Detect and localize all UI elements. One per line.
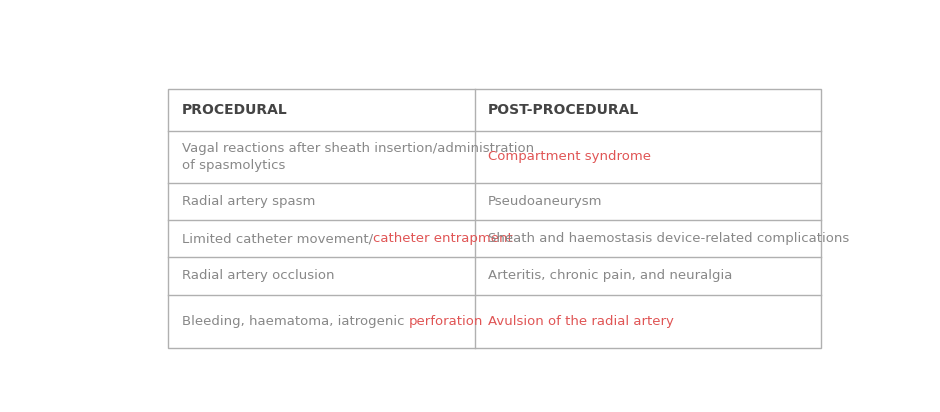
Text: perforation: perforation <box>408 315 483 328</box>
Text: Avulsion of the radial artery: Avulsion of the radial artery <box>488 315 674 328</box>
Text: Bleeding, haematoma, iatrogenic: Bleeding, haematoma, iatrogenic <box>181 315 408 328</box>
Text: Sheath and haemostasis device-related complications: Sheath and haemostasis device-related co… <box>488 232 850 245</box>
Text: POST-PROCEDURAL: POST-PROCEDURAL <box>488 103 639 117</box>
Text: Radial artery spasm: Radial artery spasm <box>181 195 315 208</box>
Text: Limited catheter movement/: Limited catheter movement/ <box>181 232 373 245</box>
Text: Compartment syndrome: Compartment syndrome <box>488 150 651 163</box>
Text: Pseudoaneurysm: Pseudoaneurysm <box>488 195 603 208</box>
Text: PROCEDURAL: PROCEDURAL <box>181 103 288 117</box>
Text: Radial artery occlusion: Radial artery occlusion <box>181 269 334 283</box>
Text: Arteritis, chronic pain, and neuralgia: Arteritis, chronic pain, and neuralgia <box>488 269 732 283</box>
Text: catheter entrapment: catheter entrapment <box>373 232 512 245</box>
Bar <box>168 89 821 348</box>
Text: Vagal reactions after sheath insertion/administration
of spasmolytics: Vagal reactions after sheath insertion/a… <box>181 142 534 172</box>
